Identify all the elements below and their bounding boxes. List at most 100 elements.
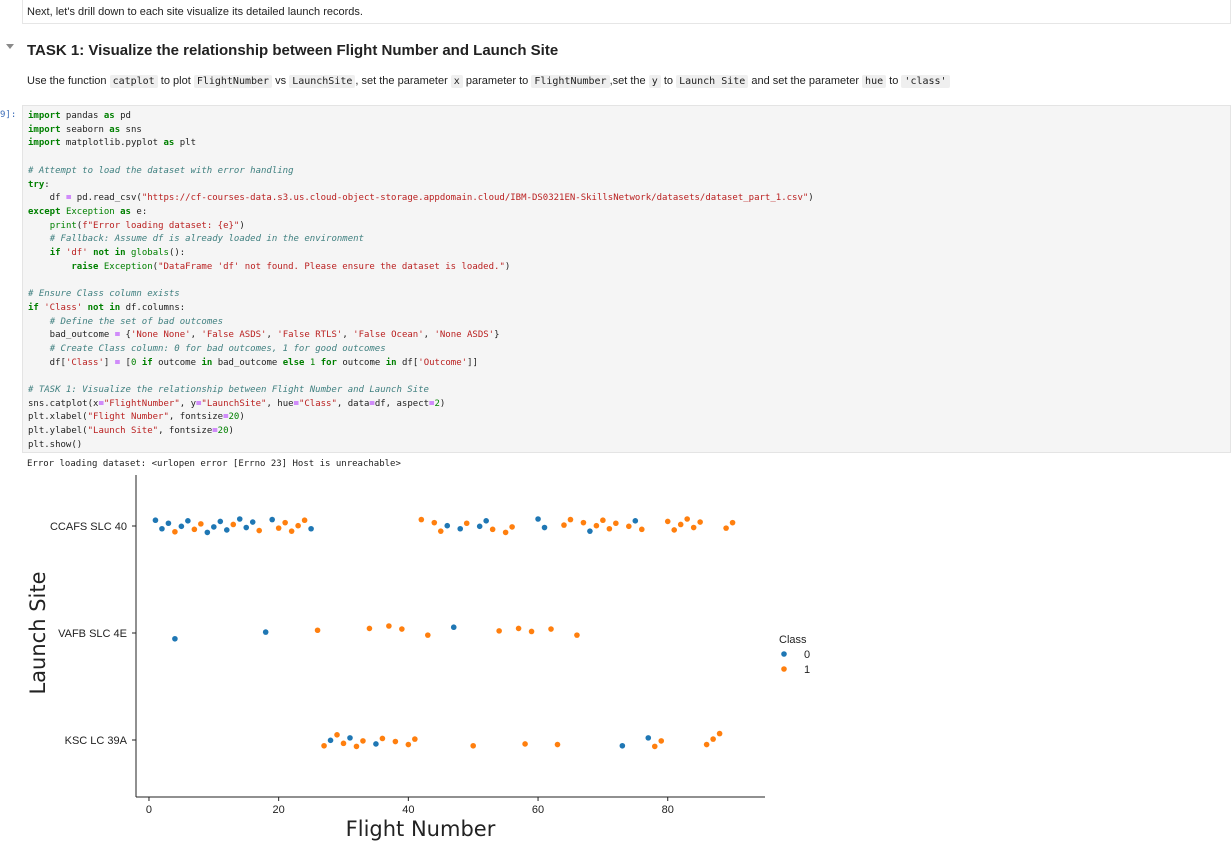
data-point (554, 741, 561, 748)
legend-title: Class (779, 634, 807, 646)
data-point (645, 735, 652, 741)
data-point (496, 628, 502, 634)
data-point (288, 528, 295, 534)
inline-code: x (450, 75, 463, 88)
data-point (386, 623, 392, 629)
data-point (626, 523, 632, 530)
desc-text: vs (275, 75, 287, 87)
data-point (541, 524, 548, 531)
x-tick-label: 20 (273, 804, 285, 816)
inline-code: hue (862, 75, 887, 88)
task-heading: TASK 1: Visualize the relationship betwe… (27, 42, 559, 59)
data-point (159, 525, 165, 532)
data-point (677, 521, 684, 528)
data-point (301, 517, 308, 524)
data-point (198, 521, 204, 527)
data-point (509, 524, 515, 530)
data-point (418, 516, 425, 523)
data-point (664, 518, 671, 525)
legend-marker (781, 651, 787, 657)
execution-count: 9]: (0, 110, 17, 120)
data-point (334, 732, 340, 738)
data-point (236, 516, 243, 522)
inline-code: Launch Site (676, 75, 749, 88)
legend-marker (781, 666, 787, 672)
data-point (489, 526, 496, 533)
data-point (412, 736, 418, 742)
data-point (373, 741, 379, 747)
data-point (470, 742, 476, 749)
x-axis-label: Flight Number (346, 817, 496, 841)
data-point (366, 625, 373, 632)
data-point (191, 526, 198, 533)
data-point (729, 519, 736, 526)
data-point (172, 635, 178, 642)
data-point (483, 518, 489, 524)
data-point (243, 524, 250, 531)
data-point (308, 525, 314, 532)
data-point (658, 738, 665, 744)
data-point (353, 743, 360, 750)
data-point (600, 517, 606, 524)
y-tick-label: VAFB SLC 4E (58, 628, 127, 640)
data-point (723, 525, 729, 531)
data-point (535, 516, 541, 522)
data-point (392, 738, 399, 745)
stderr-output: Error loading dataset: <urlopen error [E… (27, 459, 401, 469)
desc-text: , set the parameter (355, 75, 448, 87)
data-point (613, 520, 619, 527)
data-point (437, 528, 444, 534)
previous-markdown-text: Next, let's drill down to each site visu… (27, 6, 363, 18)
data-point (379, 735, 386, 742)
data-point (249, 519, 256, 525)
data-point (638, 526, 645, 533)
inline-code: FlightNumber (193, 75, 273, 88)
data-point (444, 522, 451, 529)
data-point (431, 519, 438, 526)
code-block[interactable]: import pandas as pd import seaborn as sn… (28, 111, 814, 450)
x-tick-label: 0 (146, 804, 152, 816)
data-point (204, 529, 211, 536)
data-point (522, 741, 528, 747)
data-point (282, 519, 288, 526)
data-point (716, 730, 723, 737)
data-point (327, 737, 334, 744)
data-point (321, 742, 327, 749)
desc-text: to plot (160, 75, 191, 87)
data-point (275, 525, 282, 531)
desc-text: and set the parameter (751, 75, 859, 87)
data-point (405, 741, 412, 748)
data-point (548, 626, 554, 632)
x-tick-label: 40 (402, 804, 414, 816)
data-point (684, 516, 690, 522)
collapse-heading-icon[interactable] (6, 44, 14, 49)
data-point (690, 524, 697, 531)
data-point (256, 527, 263, 534)
data-point (450, 624, 457, 631)
desc-text: ,set the (609, 75, 646, 87)
data-point (561, 522, 567, 528)
data-point (632, 518, 639, 524)
desc-text: to (663, 75, 673, 87)
data-point (580, 519, 587, 526)
data-point (211, 524, 217, 530)
data-point (217, 518, 224, 525)
data-point (399, 626, 405, 632)
y-axis-label: Launch Site (26, 571, 50, 694)
data-point (671, 527, 678, 533)
catplot-chart: 0 20 40 60 80 CCAFS SLC 40 VAFB SLC 4E KSC LC 3… (26, 475, 810, 841)
data-point (152, 517, 159, 524)
data-point (606, 525, 613, 532)
data-point (165, 520, 172, 527)
data-point (476, 523, 483, 530)
data-point (360, 738, 366, 744)
data-point (567, 516, 574, 523)
data-point (314, 627, 321, 634)
desc-text: to (889, 75, 899, 87)
data-point (710, 736, 716, 742)
code-cell-editor[interactable]: import pandas as pd import seaborn as sn… (22, 105, 1231, 453)
y-tick-label: KSC LC 39A (65, 735, 128, 747)
data-point (347, 735, 353, 741)
data-point (223, 527, 230, 533)
desc-text: Use the function (27, 75, 107, 87)
